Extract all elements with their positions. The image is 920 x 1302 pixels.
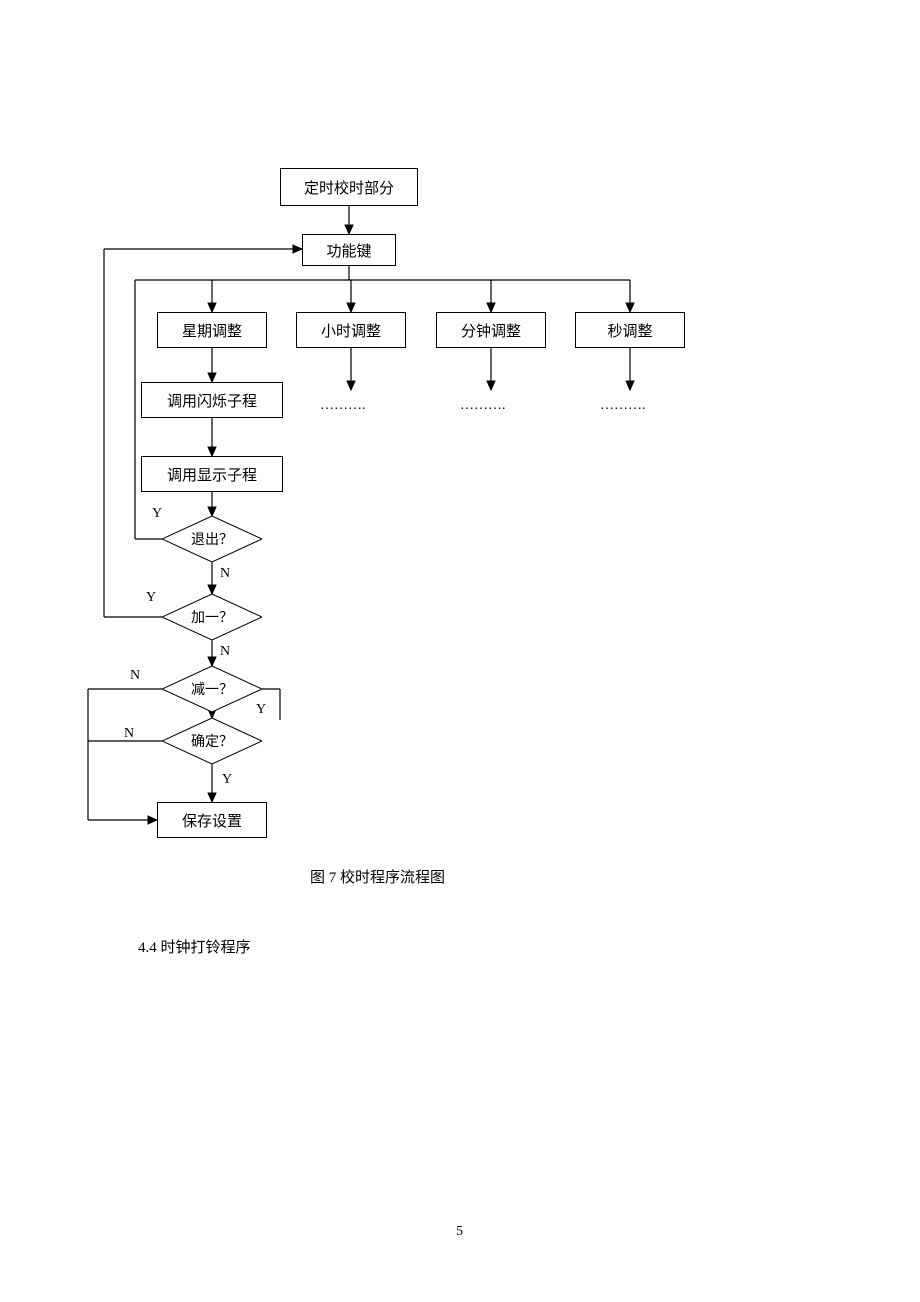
node-timing-section: 定时校时部分	[280, 168, 418, 206]
page-number: 5	[456, 1224, 463, 1240]
node-function-key: 功能键	[302, 234, 396, 266]
label-n1: N	[220, 566, 230, 582]
node-hour-adjust: 小时调整	[296, 312, 406, 348]
label-y1: Y	[152, 506, 162, 522]
ellipsis-1: ……….	[320, 398, 366, 414]
ellipsis-2: ……….	[460, 398, 506, 414]
flowchart-diagram: 定时校时部分 功能键 星期调整 小时调整 分钟调整 秒调整 调用闪烁子程 调用显…	[0, 0, 920, 1302]
node-minute-adjust: 分钟调整	[436, 312, 546, 348]
label-n3: N	[130, 668, 140, 684]
node-call-blink: 调用闪烁子程	[141, 382, 283, 418]
label-n2: N	[220, 644, 230, 660]
label-n4: N	[124, 726, 134, 742]
label-y2: Y	[146, 590, 156, 606]
decision-minus-one: 减一？	[162, 666, 262, 712]
node-week-adjust: 星期调整	[157, 312, 267, 348]
decision-exit: 退出？	[162, 516, 262, 562]
label-y4: Y	[222, 772, 232, 788]
flowchart-edges	[0, 0, 920, 1302]
decision-plus-one-label: 加一？	[191, 607, 233, 627]
ellipsis-3: ……….	[600, 398, 646, 414]
figure-caption: 图 7 校时程序流程图	[310, 866, 445, 887]
node-save-settings: 保存设置	[157, 802, 267, 838]
label-y3: Y	[256, 702, 266, 718]
node-second-adjust: 秒调整	[575, 312, 685, 348]
decision-confirm: 确定？	[162, 718, 262, 764]
decision-minus-one-label: 减一？	[191, 679, 233, 699]
decision-plus-one: 加一？	[162, 594, 262, 640]
section-heading: 4.4 时钟打铃程序	[138, 936, 251, 957]
decision-exit-label: 退出？	[191, 529, 233, 549]
node-call-display: 调用显示子程	[141, 456, 283, 492]
decision-confirm-label: 确定？	[191, 731, 233, 751]
